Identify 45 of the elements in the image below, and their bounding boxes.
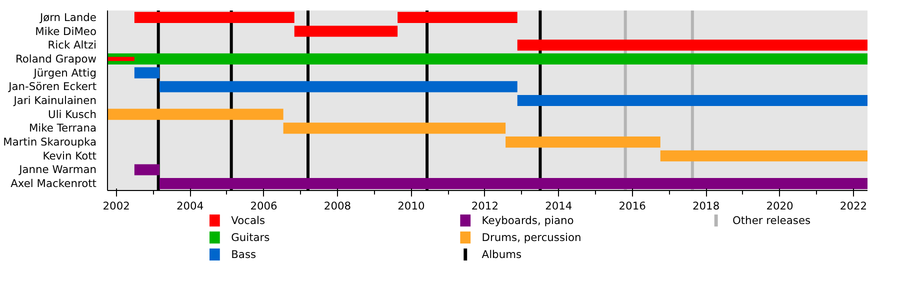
x-tick-label: 2014 [545,200,572,212]
bar [134,12,294,23]
bar [283,122,506,134]
x-tick-label: 2018 [692,200,720,212]
bar [134,164,160,176]
y-tick-label: Rick Altzi [48,38,96,52]
bar [517,40,868,51]
y-tick-label: Jürgen Attig [32,66,97,80]
bar [294,26,398,37]
bar [108,53,868,64]
x-tick-label: 2010 [398,200,425,212]
x-tick-label: 2020 [766,200,794,212]
bar [506,136,660,148]
x-tick-label: 2022 [840,200,868,212]
x-tick-label: 2008 [324,200,352,212]
bar [398,12,518,23]
legend-label: Keyboards, piano [482,214,574,227]
bar [108,108,284,120]
y-tick-label: Axel Mackenrott [10,177,97,190]
y-tick-label: Kevin Kott [42,149,97,162]
legend-label: Drums, percussion [482,231,582,244]
legend-label: Albums [482,248,522,261]
y-tick-label: Janne Warman [18,163,97,176]
y-tick-label: Roland Grapow [15,52,97,66]
bar [660,150,868,162]
legend-label: Vocals [231,214,266,227]
bar [517,94,868,106]
y-tick-label: Jan-Sören Eckert [8,80,97,94]
x-tick-label: 2012 [471,200,498,212]
x-tick-label: 2006 [250,200,278,212]
y-tick-label: Martin Skaroupka [3,136,97,149]
bar [159,81,518,92]
y-tick-label: Mike DiMeo [35,24,97,38]
x-tick-label: 2016 [618,200,646,212]
legend-label: Guitars [231,231,270,244]
y-tick-label: Uli Kusch [48,108,96,121]
x-tick-label: 2004 [176,200,204,212]
bar [134,67,160,78]
x-tick-label: 2002 [102,200,130,212]
y-tick-label: Jari Kainulainen [12,94,97,107]
legend-label: Bass [231,248,257,261]
y-tick-label: Mike Terrana [28,122,97,135]
legend-label: Other releases [732,214,811,227]
y-tick-label: Jørn Lande [38,10,97,24]
bar [159,178,868,190]
